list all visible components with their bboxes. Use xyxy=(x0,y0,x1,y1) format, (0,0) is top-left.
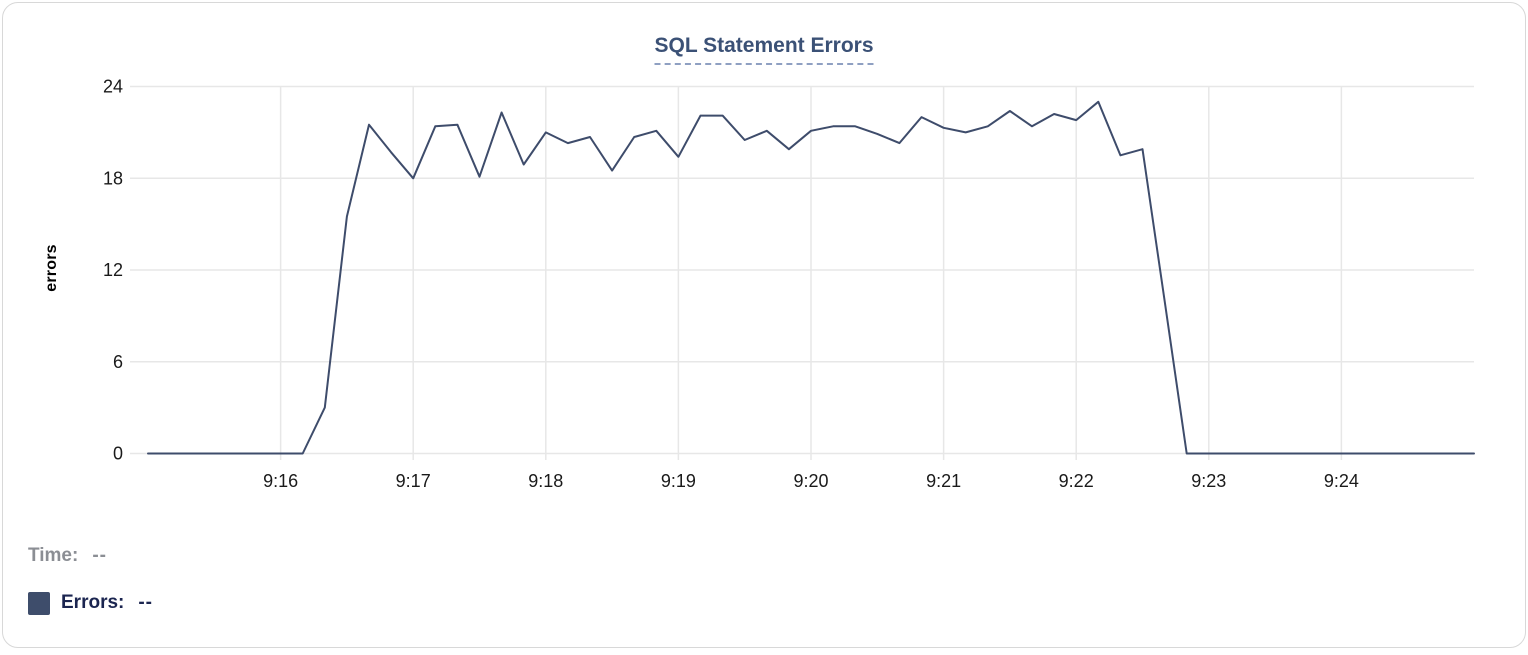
svg-text:18: 18 xyxy=(103,168,123,188)
errors-series-swatch xyxy=(28,592,50,615)
time-readout-label: Time: xyxy=(28,545,78,567)
svg-text:9:24: 9:24 xyxy=(1324,471,1359,491)
svg-text:9:19: 9:19 xyxy=(661,471,696,491)
svg-text:24: 24 xyxy=(103,77,123,97)
svg-text:9:22: 9:22 xyxy=(1059,471,1094,491)
svg-text:0: 0 xyxy=(113,444,123,464)
svg-text:9:18: 9:18 xyxy=(528,471,563,491)
sql-errors-line-chart[interactable]: 0 6 12 18 24 9:16 9:17 9:18 9:19 9:20 9:21 9:22 9:23… xyxy=(3,3,1528,655)
svg-text:9:16: 9:16 xyxy=(263,471,298,491)
svg-text:9:20: 9:20 xyxy=(793,471,828,491)
time-readout-row: Time: -- xyxy=(28,544,153,568)
errors-readout-row: Errors: -- xyxy=(28,591,153,615)
svg-text:9:23: 9:23 xyxy=(1191,471,1226,491)
errors-readout-value: -- xyxy=(138,592,153,614)
svg-text:9:21: 9:21 xyxy=(926,471,961,491)
svg-text:9:17: 9:17 xyxy=(396,471,431,491)
time-readout-value: -- xyxy=(92,545,107,567)
svg-text:12: 12 xyxy=(103,260,123,280)
errors-readout-label: Errors: xyxy=(61,592,124,614)
hover-readout: Time: -- Errors: -- xyxy=(28,544,153,615)
svg-text:6: 6 xyxy=(113,352,123,372)
